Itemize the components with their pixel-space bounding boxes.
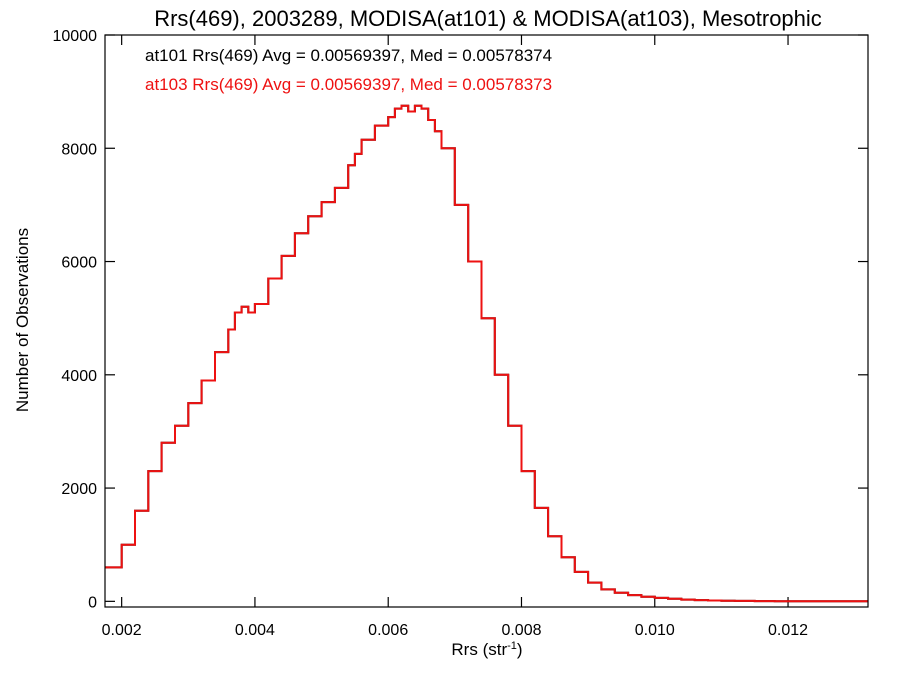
x-axis-label: Rrs (str-1) — [451, 640, 522, 659]
x-tick-label: 0.010 — [635, 622, 675, 639]
axis-ticks — [105, 34, 868, 607]
series-at103-line — [105, 104, 868, 603]
x-tick-label: 0.008 — [501, 622, 541, 639]
y-tick-label: 8000 — [61, 141, 97, 158]
x-axis-label-sup: -1 — [507, 640, 517, 652]
y-tick-label: 10000 — [53, 28, 98, 45]
y-tick-label: 2000 — [61, 481, 97, 498]
tick-labels: 0.002 0.004 0.006 0.008 0.010 0.012 0 2000 4000 6… — [53, 28, 809, 639]
y-tick-label: 4000 — [61, 368, 97, 385]
x-tick-label: 0.012 — [768, 622, 808, 639]
legend: at101 Rrs(469) Avg = 0.00569397, Med = 0… — [145, 46, 552, 94]
series-at101-line — [105, 104, 868, 603]
y-tick-label: 0 — [88, 594, 97, 611]
chart-title: Rrs(469), 2003289, MODISA(at101) & MODIS… — [154, 6, 822, 31]
x-tick-label: 0.002 — [102, 622, 142, 639]
legend-entry-at101: at101 Rrs(469) Avg = 0.00569397, Med = 0… — [145, 46, 552, 65]
legend-entry-at103: at103 Rrs(469) Avg = 0.00569397, Med = 0… — [145, 75, 552, 94]
x-tick-label: 0.004 — [235, 622, 275, 639]
plot-frame — [104, 34, 869, 608]
series-layer — [105, 104, 868, 603]
x-axis-label-suffix: ) — [517, 640, 523, 659]
x-axis-label-base: Rrs (str — [451, 640, 507, 659]
y-tick-label: 6000 — [61, 255, 97, 272]
y-axis-label: Number of Observations — [13, 228, 32, 412]
x-tick-label: 0.006 — [368, 622, 408, 639]
